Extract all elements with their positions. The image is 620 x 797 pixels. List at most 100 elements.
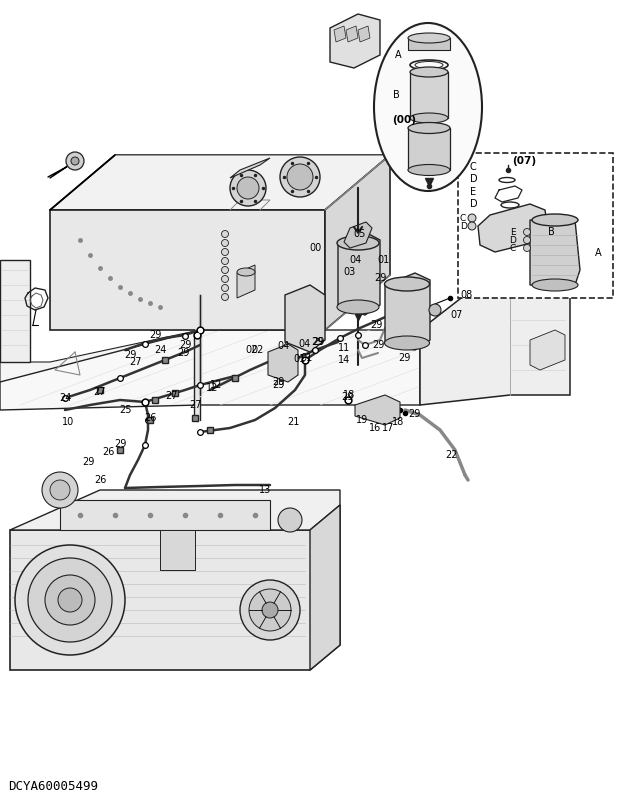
Polygon shape xyxy=(338,232,380,315)
Ellipse shape xyxy=(337,300,379,314)
Circle shape xyxy=(468,214,476,222)
FancyBboxPatch shape xyxy=(458,153,613,298)
Polygon shape xyxy=(230,158,270,178)
Text: 21: 21 xyxy=(287,417,299,427)
Text: 29: 29 xyxy=(374,273,386,283)
Circle shape xyxy=(237,177,259,199)
Circle shape xyxy=(230,170,266,206)
Text: 00: 00 xyxy=(309,243,321,253)
Text: 29: 29 xyxy=(398,353,410,363)
Circle shape xyxy=(221,276,229,282)
Text: 29: 29 xyxy=(179,340,191,350)
Polygon shape xyxy=(310,505,340,670)
Polygon shape xyxy=(346,26,358,42)
Text: 25: 25 xyxy=(119,405,131,415)
Polygon shape xyxy=(50,155,390,210)
Polygon shape xyxy=(10,505,340,670)
Text: 18: 18 xyxy=(343,390,355,400)
Text: 08: 08 xyxy=(460,290,472,300)
Circle shape xyxy=(240,580,300,640)
Text: 22: 22 xyxy=(446,450,458,460)
Ellipse shape xyxy=(237,268,255,276)
Text: 29: 29 xyxy=(124,350,136,360)
Circle shape xyxy=(221,240,229,246)
Circle shape xyxy=(262,602,278,618)
Circle shape xyxy=(221,230,229,238)
Circle shape xyxy=(429,304,441,316)
Polygon shape xyxy=(478,204,548,252)
Circle shape xyxy=(71,157,79,165)
Text: 29: 29 xyxy=(408,409,420,419)
Text: DCYA60005499: DCYA60005499 xyxy=(8,780,98,794)
Text: 04: 04 xyxy=(277,341,289,351)
Circle shape xyxy=(45,575,95,625)
Text: 14: 14 xyxy=(338,355,350,365)
Ellipse shape xyxy=(408,33,450,43)
Text: C: C xyxy=(460,214,466,222)
Circle shape xyxy=(221,293,229,300)
Text: 29: 29 xyxy=(149,330,161,340)
Polygon shape xyxy=(334,26,346,42)
Text: 29: 29 xyxy=(114,439,126,449)
Circle shape xyxy=(66,152,84,170)
Text: 19: 19 xyxy=(356,415,368,425)
Circle shape xyxy=(523,229,531,235)
Text: 29: 29 xyxy=(272,380,284,390)
Circle shape xyxy=(280,157,320,197)
Polygon shape xyxy=(420,260,570,405)
Text: E: E xyxy=(470,187,476,197)
Polygon shape xyxy=(160,530,195,570)
Text: 27: 27 xyxy=(188,400,202,410)
Text: D: D xyxy=(470,199,477,209)
Text: 01: 01 xyxy=(300,353,312,363)
Polygon shape xyxy=(285,285,325,352)
Polygon shape xyxy=(410,72,448,118)
Text: 03: 03 xyxy=(344,267,356,277)
Text: A: A xyxy=(595,248,601,258)
Text: 24: 24 xyxy=(59,393,71,403)
Text: 04: 04 xyxy=(349,255,361,265)
Text: (00): (00) xyxy=(392,115,416,125)
Text: 11: 11 xyxy=(338,343,350,353)
Text: 12: 12 xyxy=(206,383,218,393)
Text: 18: 18 xyxy=(392,417,404,427)
Circle shape xyxy=(50,480,70,500)
Text: 16: 16 xyxy=(369,423,381,433)
Polygon shape xyxy=(408,128,450,170)
Ellipse shape xyxy=(374,23,482,191)
Ellipse shape xyxy=(384,277,430,291)
Ellipse shape xyxy=(408,164,450,175)
Polygon shape xyxy=(330,14,380,68)
Text: D: D xyxy=(460,222,467,230)
Ellipse shape xyxy=(410,67,448,77)
Polygon shape xyxy=(344,222,372,248)
Polygon shape xyxy=(50,210,325,330)
Circle shape xyxy=(15,545,125,655)
Text: 01: 01 xyxy=(378,255,390,265)
Polygon shape xyxy=(0,330,200,382)
Ellipse shape xyxy=(532,214,578,226)
Circle shape xyxy=(221,266,229,273)
Circle shape xyxy=(249,589,291,631)
Text: 29: 29 xyxy=(177,348,189,358)
Polygon shape xyxy=(530,330,565,370)
Circle shape xyxy=(221,285,229,292)
Text: 17: 17 xyxy=(382,423,394,433)
Text: 29: 29 xyxy=(372,340,384,350)
Text: 26: 26 xyxy=(102,447,114,457)
Polygon shape xyxy=(0,330,420,410)
Polygon shape xyxy=(325,155,390,330)
Text: 29: 29 xyxy=(341,392,353,402)
Polygon shape xyxy=(358,26,370,42)
Circle shape xyxy=(523,237,531,244)
Text: 29: 29 xyxy=(370,320,383,330)
Circle shape xyxy=(523,245,531,252)
Circle shape xyxy=(468,222,476,230)
Text: A: A xyxy=(395,50,402,60)
Text: 02: 02 xyxy=(246,345,258,355)
Text: 12: 12 xyxy=(210,380,223,390)
Circle shape xyxy=(278,508,302,532)
Text: 10: 10 xyxy=(62,417,74,427)
Text: 07: 07 xyxy=(450,310,463,320)
Text: (07): (07) xyxy=(512,156,536,166)
